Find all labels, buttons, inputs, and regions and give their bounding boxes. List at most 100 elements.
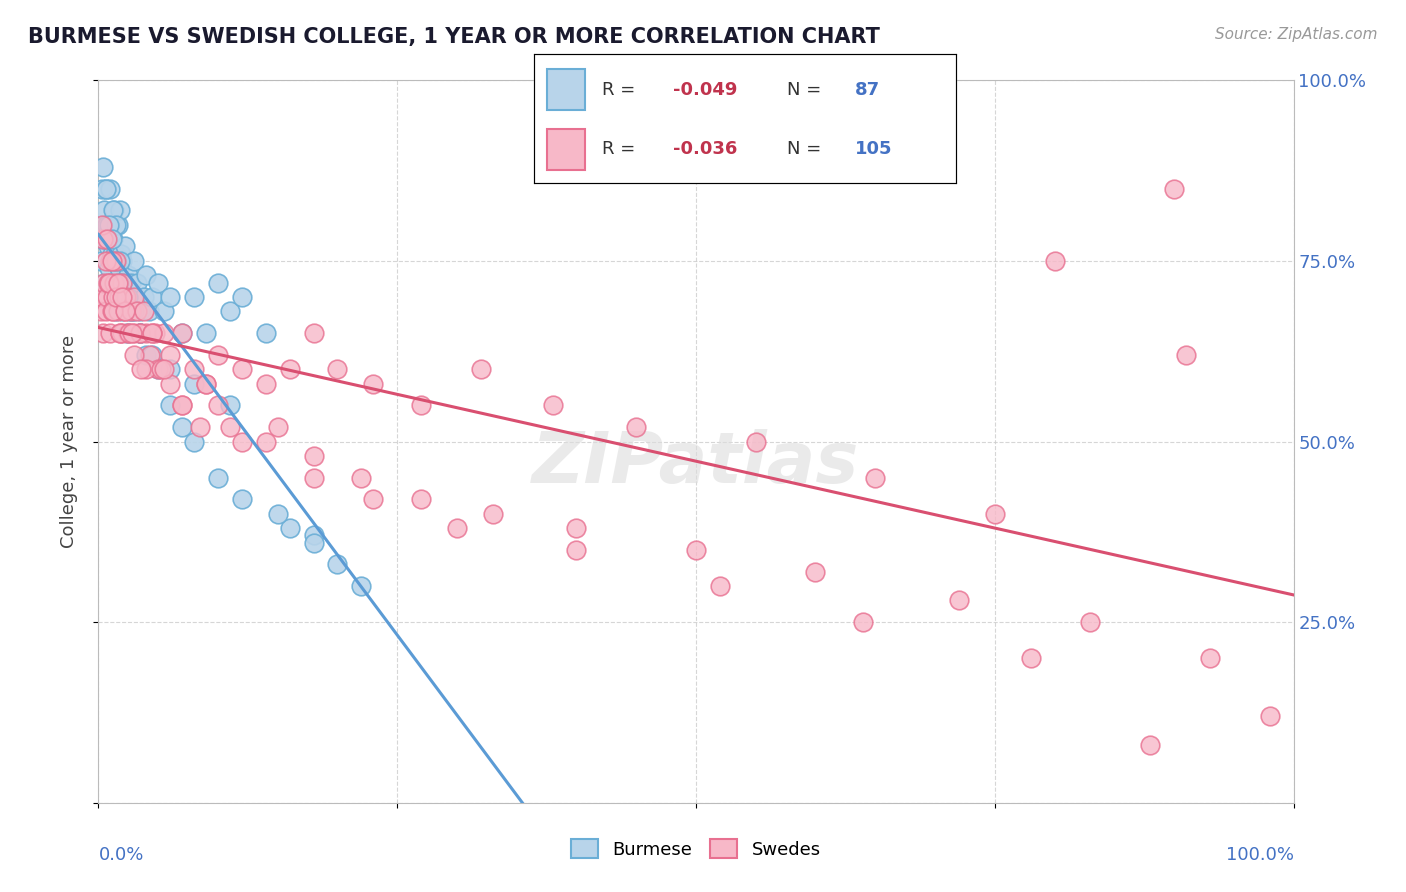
Text: R =: R =: [602, 140, 641, 158]
Point: [114, 290, 136, 304]
Point: [96, 218, 118, 232]
Point: [108, 253, 131, 268]
Point: [97, 239, 120, 253]
Point: [115, 290, 138, 304]
Point: [135, 326, 157, 341]
Point: [159, 362, 181, 376]
Text: 100.0%: 100.0%: [1226, 847, 1294, 864]
Point: [685, 542, 707, 557]
Point: [141, 348, 163, 362]
Point: [350, 579, 373, 593]
Point: [105, 218, 128, 232]
Point: [865, 471, 887, 485]
Point: [1258, 709, 1281, 723]
Point: [149, 362, 172, 376]
Point: [108, 203, 131, 218]
Point: [183, 434, 205, 449]
Text: 0.0%: 0.0%: [98, 847, 143, 864]
Point: [159, 398, 181, 412]
Point: [91, 218, 114, 232]
Point: [207, 348, 229, 362]
Point: [91, 326, 114, 341]
Point: [302, 528, 325, 542]
Point: [1080, 615, 1102, 630]
Point: [98, 218, 122, 232]
Point: [231, 362, 253, 376]
Point: [302, 471, 325, 485]
Point: [124, 326, 146, 341]
Legend: Burmese, Swedes: Burmese, Swedes: [564, 832, 828, 866]
Point: [98, 261, 121, 276]
Point: [267, 420, 290, 434]
Point: [1043, 253, 1066, 268]
Point: [139, 348, 162, 362]
Point: [94, 182, 117, 196]
Point: [183, 376, 205, 391]
Point: [105, 304, 128, 318]
Point: [172, 398, 194, 412]
Point: [94, 304, 117, 318]
Point: [207, 398, 229, 412]
Point: [924, 109, 946, 123]
Point: [124, 348, 146, 362]
Point: [302, 326, 325, 341]
Point: [115, 290, 138, 304]
Text: R =: R =: [602, 81, 641, 99]
Y-axis label: College, 1 year or more: College, 1 year or more: [59, 335, 77, 548]
Point: [90, 253, 112, 268]
Point: [148, 276, 170, 290]
Point: [129, 326, 152, 341]
Point: [141, 326, 163, 341]
Point: [111, 304, 134, 318]
Point: [101, 304, 124, 318]
Point: [183, 362, 205, 376]
Point: [231, 434, 253, 449]
Point: [111, 326, 134, 341]
Point: [121, 290, 143, 304]
Point: [302, 535, 325, 549]
Point: [1139, 738, 1161, 752]
Point: [94, 253, 117, 268]
Point: [148, 362, 170, 376]
Point: [326, 558, 349, 572]
Point: [98, 182, 122, 196]
Text: 87: 87: [855, 81, 880, 99]
Point: [101, 203, 124, 218]
Point: [153, 304, 176, 318]
Text: ZIPatlas: ZIPatlas: [533, 429, 859, 498]
Point: [231, 492, 253, 507]
Point: [626, 420, 648, 434]
Point: [219, 398, 242, 412]
Point: [1163, 182, 1185, 196]
Point: [103, 276, 125, 290]
Point: [131, 362, 153, 376]
Point: [745, 434, 768, 449]
Point: [105, 253, 128, 268]
Point: [195, 326, 218, 341]
Point: [96, 232, 118, 246]
Point: [565, 521, 588, 535]
Point: [172, 326, 194, 341]
Point: [135, 362, 157, 376]
Point: [103, 290, 125, 304]
Point: [91, 182, 114, 196]
Point: [207, 276, 229, 290]
Text: N =: N =: [787, 81, 827, 99]
Point: [804, 565, 827, 579]
Point: [111, 276, 134, 290]
Point: [93, 232, 115, 246]
Point: [120, 276, 142, 290]
Point: [93, 276, 115, 290]
Point: [363, 492, 385, 507]
Point: [159, 348, 181, 362]
Point: [219, 420, 242, 434]
Point: [159, 376, 181, 391]
Text: Source: ZipAtlas.com: Source: ZipAtlas.com: [1215, 27, 1378, 42]
Point: [121, 304, 143, 318]
Point: [100, 253, 122, 268]
Point: [125, 304, 148, 318]
Point: [91, 232, 114, 246]
Point: [98, 276, 121, 290]
Point: [541, 398, 564, 412]
Point: [93, 276, 115, 290]
